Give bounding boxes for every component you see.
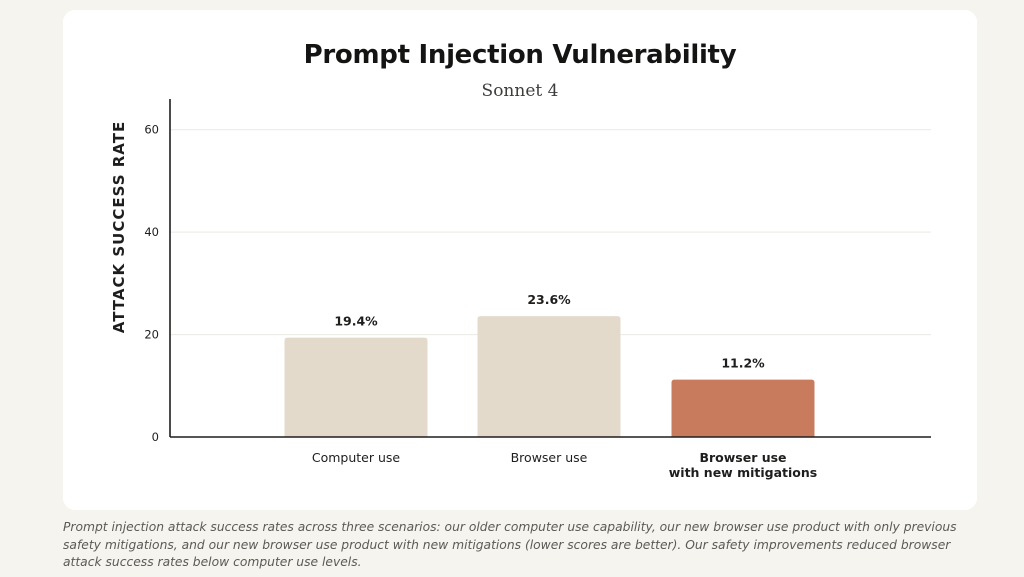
y-tick-label: 60	[144, 123, 159, 137]
x-tick-label: Computer use	[312, 450, 401, 465]
y-tick-label: 0	[152, 430, 159, 444]
chart-subtitle: Sonnet 4	[481, 81, 559, 101]
x-tick-label: Browser use	[511, 450, 588, 465]
y-axis-title: ATTACK SUCCESS RATE	[110, 121, 128, 333]
bar	[284, 337, 428, 437]
data-label: 19.4%	[334, 314, 378, 329]
x-tick-label: Browser use	[699, 450, 786, 465]
data-label: 23.6%	[527, 292, 571, 307]
bar	[477, 316, 621, 437]
y-tick-label: 40	[144, 225, 159, 239]
x-tick-label: with new mitigations	[669, 465, 817, 480]
y-tick-label: 20	[144, 328, 159, 342]
bar	[671, 379, 815, 437]
bar-chart: 0 20 40 60 ATTACK SUCCESS RATE 19.4% Computer …	[110, 99, 931, 480]
chart-caption: Prompt injection attack success rates ac…	[63, 520, 957, 569]
chart-title: Prompt Injection Vulnerability	[303, 40, 737, 70]
data-label: 11.2%	[721, 356, 765, 371]
